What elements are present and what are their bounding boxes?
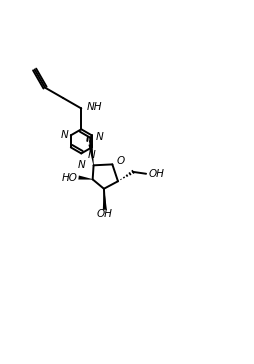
Polygon shape bbox=[103, 189, 107, 210]
Text: O: O bbox=[116, 157, 124, 166]
Text: NH: NH bbox=[87, 102, 102, 112]
Text: N: N bbox=[96, 132, 104, 142]
Text: HO: HO bbox=[61, 173, 77, 182]
Text: OH: OH bbox=[149, 169, 165, 179]
Text: OH: OH bbox=[97, 209, 113, 219]
Polygon shape bbox=[78, 175, 93, 180]
Text: N: N bbox=[88, 150, 96, 160]
Text: N: N bbox=[77, 160, 85, 170]
Polygon shape bbox=[88, 144, 94, 165]
Text: N: N bbox=[60, 130, 68, 140]
